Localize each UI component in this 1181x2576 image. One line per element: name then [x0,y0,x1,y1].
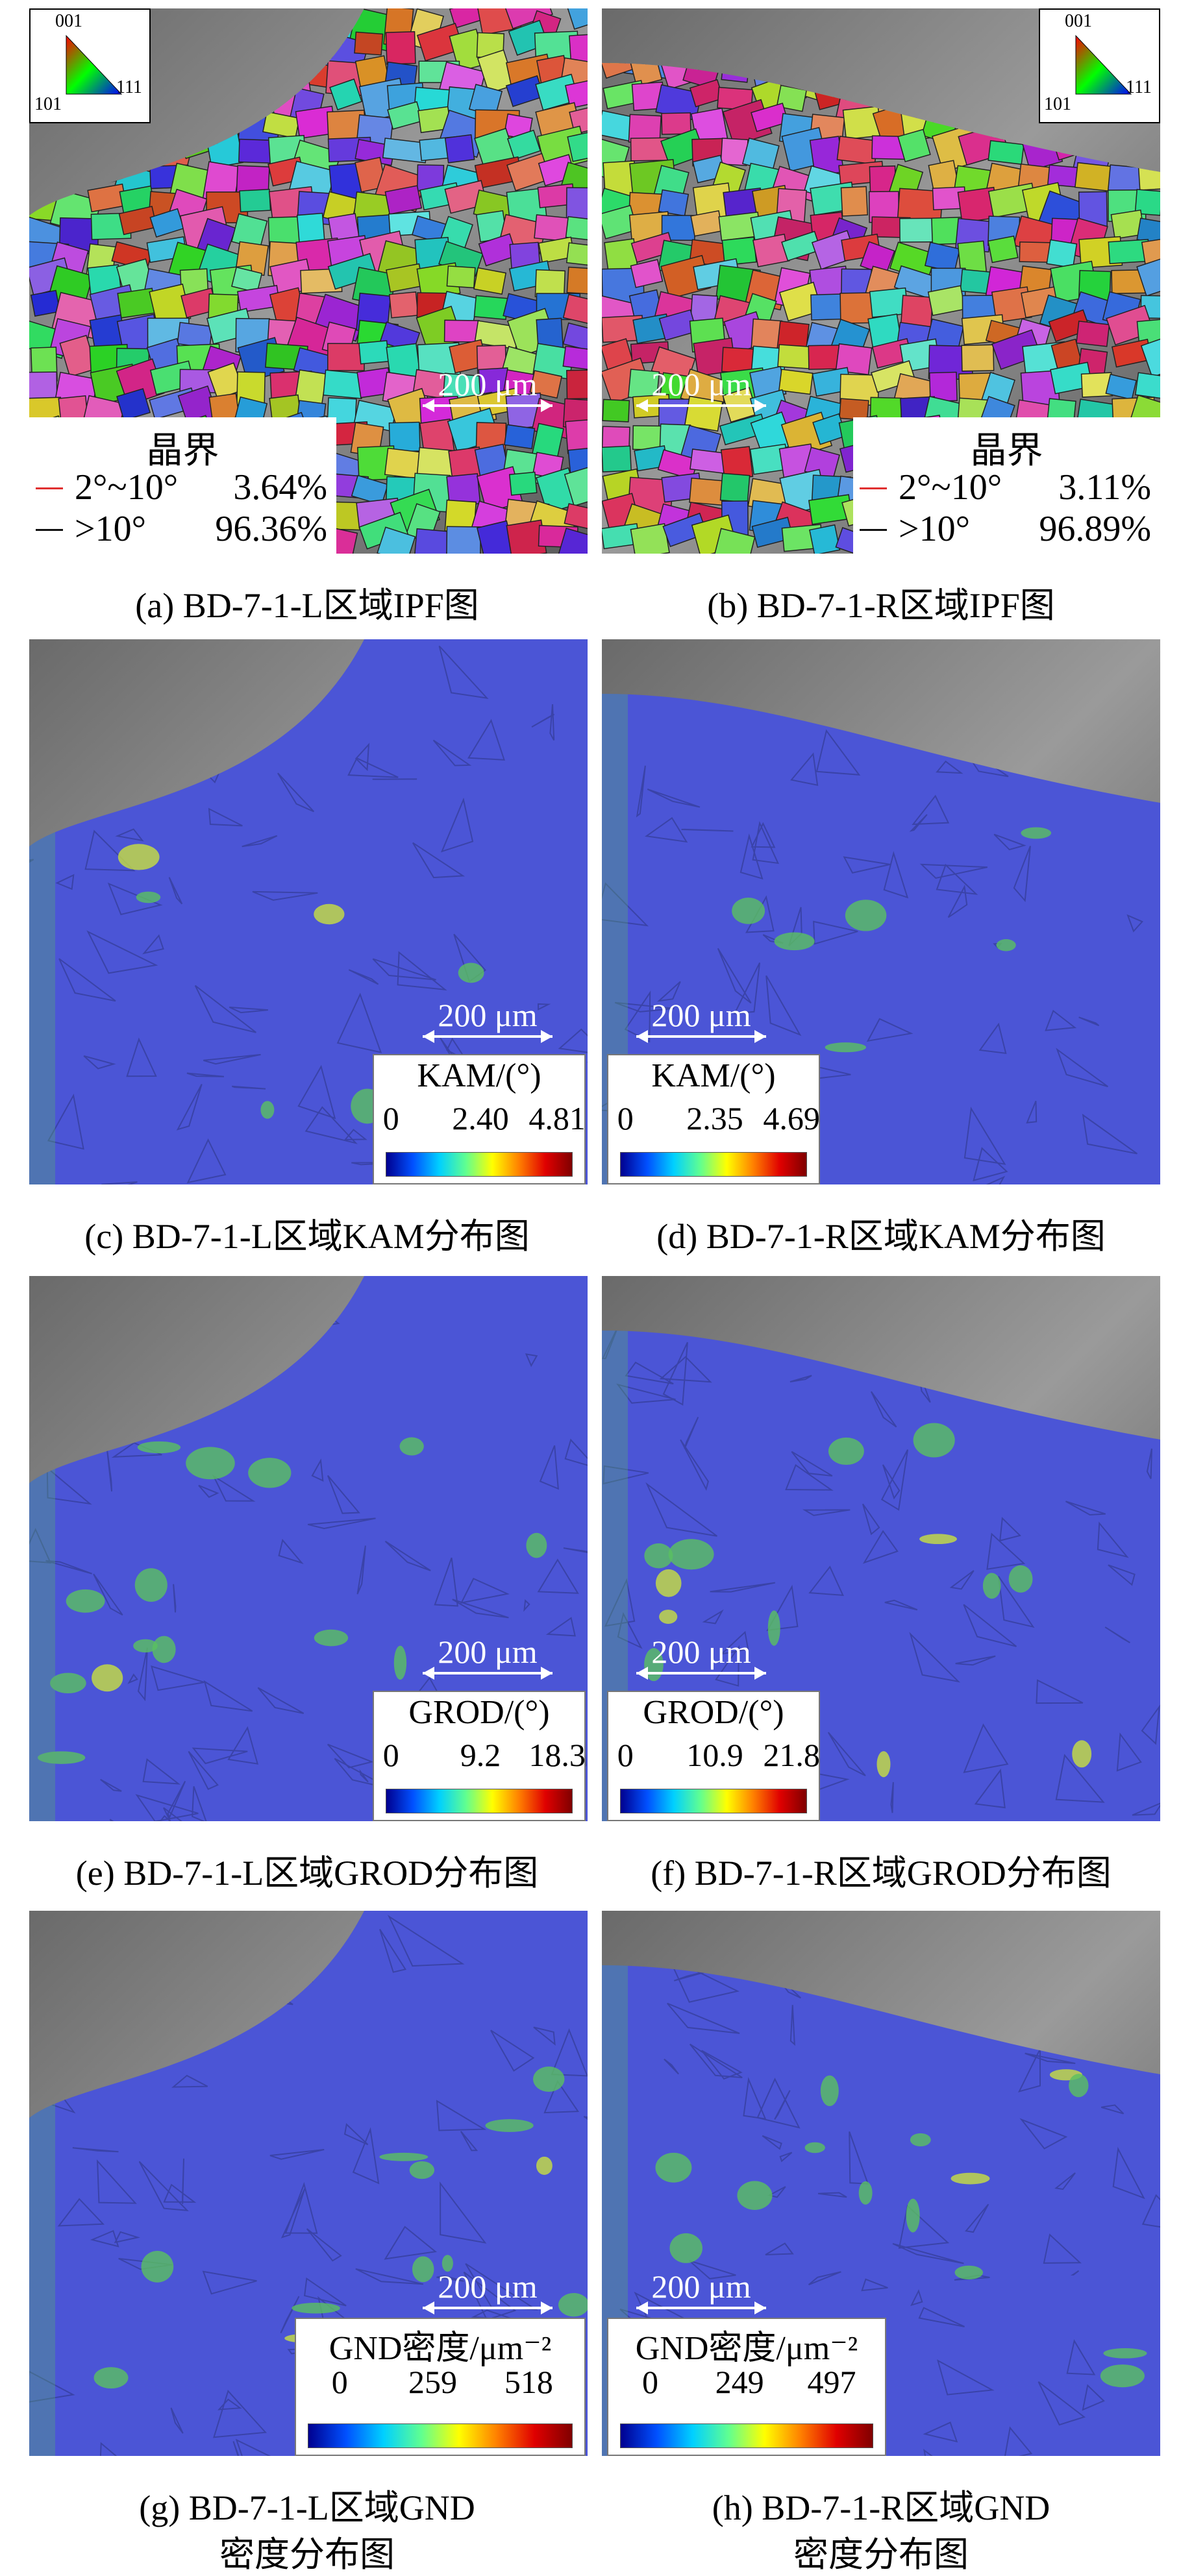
caption: (f) BD-7-1-R区域GROD分布图 [651,1854,1112,1893]
scale-bar [423,2301,553,2314]
legend: 晶界 2°~10° 3.64% >10° 96.36% [29,417,336,554]
caption: 密度分布图 [793,2535,969,2574]
colorbar: GND密度/μm⁻² 0 249 497 [607,2318,886,2456]
panel: 200 μm 001 101 111 晶界 2°~10° 3.64% >10° 96.36% [29,8,588,554]
ipf-key-label: 001 [1065,11,1092,31]
colorbar-title: GROD/(°) [643,1694,784,1731]
colorbar-tick-label: 18.3 [528,1737,586,1773]
colorbar-title: KAM/(°) [417,1057,541,1094]
legend-swatch [36,487,63,489]
colorbar-gradient [386,1152,573,1177]
colorbar-tick-label: 0 [331,2364,348,2400]
caption: 密度分布图 [219,2535,395,2574]
colorbar-tick-label: 0 [642,2364,658,2400]
colorbar-title: GND密度/μm⁻² [635,2330,858,2367]
scale-bar-label: 200 μm [651,997,751,1033]
colorbar-tick-label: 0 [382,1100,399,1136]
scale-bar [636,399,766,412]
panel: 200 μm GROD/(°) 0 9.2 18.3 [29,1276,588,1821]
colorbar-title: GROD/(°) [408,1694,550,1731]
colorbar-tick-label: 0 [617,1737,634,1773]
legend-value: 96.89% [1039,509,1151,549]
ipf-key-label: 111 [1126,77,1152,97]
caption: (d) BD-7-1-R区域KAM分布图 [656,1217,1106,1256]
colorbar-tick-label: 9.2 [460,1737,501,1773]
colorbar-tick-label: 497 [807,2364,856,2400]
micrograph [29,1911,588,2456]
colorbar-tick-label: 259 [408,2364,458,2400]
colorbar: KAM/(°) 0 2.40 4.81 [373,1054,586,1184]
colorbar-tick-label: 518 [504,2364,553,2400]
legend-title: 晶界 [970,431,1043,471]
legend-label: 2°~10° [75,467,179,508]
ipf-key-label: 111 [116,77,142,97]
scale-bar-label: 200 μm [651,1634,751,1670]
colorbar-tick-label: 10.9 [686,1737,743,1773]
scale-bar [423,399,553,412]
legend-value: 3.11% [1058,467,1151,508]
colorbar-title: KAM/(°) [651,1057,776,1094]
ipf-key-label: 101 [34,94,62,114]
colorbar-tick-label: 2.40 [452,1100,509,1136]
legend-swatch [860,529,887,531]
ipf-key-label: 001 [55,11,82,31]
panel: 200 μm GND密度/μm⁻² 0 259 518 [29,1911,588,2456]
colorbar-tick-label: 0 [382,1737,399,1773]
panel: 200 μm KAM/(°) 0 2.40 4.81 [29,639,588,1184]
scale-bar-label: 200 μm [651,366,751,402]
micrograph [29,8,588,554]
colorbar-tick-label: 249 [715,2364,764,2400]
legend-swatch [36,529,63,531]
scale-bar-label: 200 μm [438,2268,538,2305]
legend-label: 2°~10° [899,467,1002,508]
colorbar-tick-label: 4.81 [528,1100,586,1136]
legend-title: 晶界 [146,431,219,471]
scale-bar [423,1667,553,1680]
legend: 晶界 2°~10° 3.11% >10° 96.89% [853,417,1160,554]
scale-bar-label: 200 μm [438,997,538,1033]
colorbar: GROD/(°) 0 10.9 21.8 [607,1691,820,1821]
colorbar-tick-label: 21.8 [763,1737,820,1773]
colorbar-gradient [386,1789,573,1813]
scale-bar-label: 200 μm [438,366,538,402]
caption: (g) BD-7-1-L区域GND [139,2488,475,2527]
caption: (e) BD-7-1-L区域GROD分布图 [75,1854,539,1893]
colorbar-gradient [620,1152,807,1177]
colorbar: GND密度/μm⁻² 0 259 518 [295,2318,586,2456]
scale-bar [636,1030,766,1043]
scale-bar-label: 200 μm [651,2268,751,2305]
caption: (b) BD-7-1-R区域IPF图 [707,586,1055,625]
colorbar-title: GND密度/μm⁻² [329,2330,552,2367]
colorbar-gradient [620,2423,873,2448]
ipf-key: 001 101 111 [29,8,151,123]
scale-bar [636,1667,766,1680]
colorbar-tick-label: 0 [617,1100,634,1136]
colorbar: GROD/(°) 0 9.2 18.3 [373,1691,586,1821]
panel: 200 μm GND密度/μm⁻² 0 249 497 [602,1911,1160,2456]
scale-bar [423,1030,553,1043]
colorbar: KAM/(°) 0 2.35 4.69 [607,1054,820,1184]
colorbar-gradient [620,1789,807,1813]
legend-swatch [860,487,887,489]
caption: (c) BD-7-1-L区域KAM分布图 [84,1217,530,1256]
colorbar-tick-label: 2.35 [686,1100,743,1136]
colorbar-gradient [308,2423,573,2448]
panel: 200 μm 001 101 111 晶界 2°~10° 3.11% >10° 96.89% [602,8,1160,554]
ipf-key: 001 101 111 [1039,8,1160,123]
legend-label: >10° [75,509,146,549]
panel: 200 μm KAM/(°) 0 2.35 4.69 [602,639,1160,1184]
legend-label: >10° [899,509,970,549]
caption: (h) BD-7-1-R区域GND [712,2488,1050,2527]
scale-bar-label: 200 μm [438,1634,538,1670]
legend-value: 96.36% [215,509,327,549]
panel: 200 μm GROD/(°) 0 10.9 21.8 [602,1276,1160,1821]
ipf-key-label: 101 [1044,94,1071,114]
scale-bar [636,2301,766,2314]
legend-value: 3.64% [233,467,327,508]
caption: (a) BD-7-1-L区域IPF图 [135,586,479,625]
colorbar-tick-label: 4.69 [763,1100,820,1136]
